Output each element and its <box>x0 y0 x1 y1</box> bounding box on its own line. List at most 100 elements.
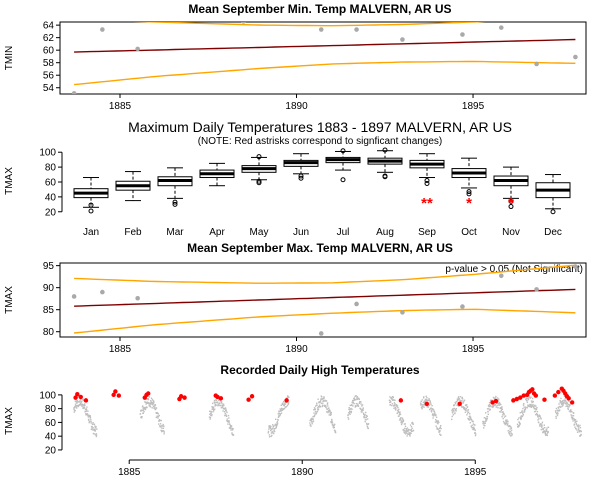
daily-temp-point <box>87 414 89 416</box>
daily-temp-point <box>564 397 566 400</box>
daily-temp-point <box>313 412 315 414</box>
daily-temp-point <box>225 410 228 412</box>
daily-temp-point <box>574 419 576 422</box>
daily-temp-point <box>559 401 561 404</box>
daily-temp-point <box>432 413 434 415</box>
daily-temp-point <box>534 410 537 413</box>
outlier-point <box>172 199 178 205</box>
daily-temp-point <box>564 400 566 402</box>
daily-temp-point <box>522 414 524 416</box>
daily-temp-point <box>331 419 333 422</box>
daily-temp-point <box>147 395 149 398</box>
daily-temp-point <box>432 409 435 411</box>
daily-temp-point <box>424 404 426 406</box>
daily-temp-point <box>536 407 538 409</box>
daily-temp-point <box>484 417 487 419</box>
daily-temp-point <box>472 423 475 425</box>
daily-temp-point <box>490 405 492 408</box>
record-high-point <box>116 393 122 398</box>
daily-temp-point <box>366 415 368 417</box>
daily-temp-point <box>576 420 578 423</box>
daily-temp-point <box>353 399 355 401</box>
daily-temp-point <box>79 399 81 402</box>
daily-temp-point <box>420 400 422 403</box>
p1-data-point <box>100 27 105 32</box>
daily-temp-point <box>405 429 408 431</box>
daily-temp-point <box>570 409 572 411</box>
p3-data-point <box>354 301 359 307</box>
daily-temp-point <box>224 412 226 415</box>
daily-temp-point <box>287 402 290 405</box>
daily-temp-point <box>365 411 367 414</box>
daily-temp-point <box>424 400 427 402</box>
daily-temp-point <box>580 433 582 436</box>
daily-temp-point <box>503 414 505 416</box>
daily-temp-point <box>451 418 453 421</box>
daily-temp-point <box>483 417 486 419</box>
daily-temp-point <box>411 427 413 430</box>
daily-temp-point <box>469 413 471 415</box>
daily-temp-point <box>142 412 144 414</box>
daily-temp-point <box>220 404 222 407</box>
daily-temp-point <box>502 411 504 413</box>
daily-temp-point <box>313 409 315 411</box>
daily-temp-point <box>276 423 278 426</box>
daily-temp-point <box>498 404 500 406</box>
daily-temp-point <box>90 422 92 424</box>
daily-temp-point <box>389 400 392 402</box>
daily-temp-point <box>367 427 369 430</box>
daily-temp-point <box>574 419 577 421</box>
daily-temp-point <box>231 429 234 431</box>
daily-temp-point <box>95 434 98 436</box>
daily-temp-point <box>364 416 366 419</box>
daily-temp-point <box>214 405 217 407</box>
daily-temp-point <box>211 414 213 416</box>
daily-temp-point <box>85 409 88 411</box>
daily-temp-point <box>555 407 558 410</box>
daily-temp-point <box>84 408 87 410</box>
daily-temp-point <box>483 422 486 424</box>
daily-temp-point <box>325 400 328 402</box>
daily-temp-point <box>310 425 312 427</box>
daily-temp-point <box>523 403 525 405</box>
daily-temp-point <box>542 427 545 430</box>
daily-temp-point <box>546 433 548 435</box>
daily-temp-point <box>557 413 559 415</box>
p3-x-tick-label: 1890 <box>285 344 308 355</box>
daily-temp-point <box>75 405 77 407</box>
daily-temp-point <box>276 421 279 423</box>
daily-temp-point <box>474 424 476 426</box>
record-high-point <box>182 395 187 400</box>
daily-temp-point <box>509 425 512 427</box>
daily-temp-point <box>76 407 78 409</box>
daily-temp-point <box>329 412 332 415</box>
daily-temp-point <box>580 434 582 436</box>
daily-temp-point <box>330 413 332 415</box>
daily-temp-point <box>501 407 503 409</box>
daily-temp-point <box>143 407 146 409</box>
daily-temp-point <box>500 409 502 412</box>
daily-temp-point <box>141 416 143 418</box>
daily-temp-point <box>222 405 224 407</box>
daily-temp-point <box>286 405 289 407</box>
daily-temp-point <box>475 433 477 435</box>
daily-temp-point <box>225 408 227 410</box>
daily-temp-point <box>330 411 332 414</box>
daily-temp-point <box>157 413 159 415</box>
daily-temp-point <box>434 412 436 414</box>
daily-temp-point <box>461 398 464 400</box>
daily-temp-point <box>420 404 422 406</box>
tmin-title: Mean September Min. Temp MALVERN, AR US <box>188 2 451 16</box>
p2-y-tick-label: 20 <box>45 207 57 218</box>
daily-temp-point <box>212 411 214 413</box>
daily-temp-point <box>312 420 315 422</box>
daily-temp-point <box>437 421 439 423</box>
daily-temp-point <box>153 407 156 409</box>
daily-temp-point <box>518 417 520 419</box>
daily-temp-point <box>147 398 150 401</box>
p3-y-tick-label: 90 <box>43 283 55 294</box>
daily-temp-point <box>556 414 559 417</box>
daily-temp-point <box>431 405 433 407</box>
daily-temp-point <box>87 418 90 421</box>
record-high-point <box>78 394 83 400</box>
